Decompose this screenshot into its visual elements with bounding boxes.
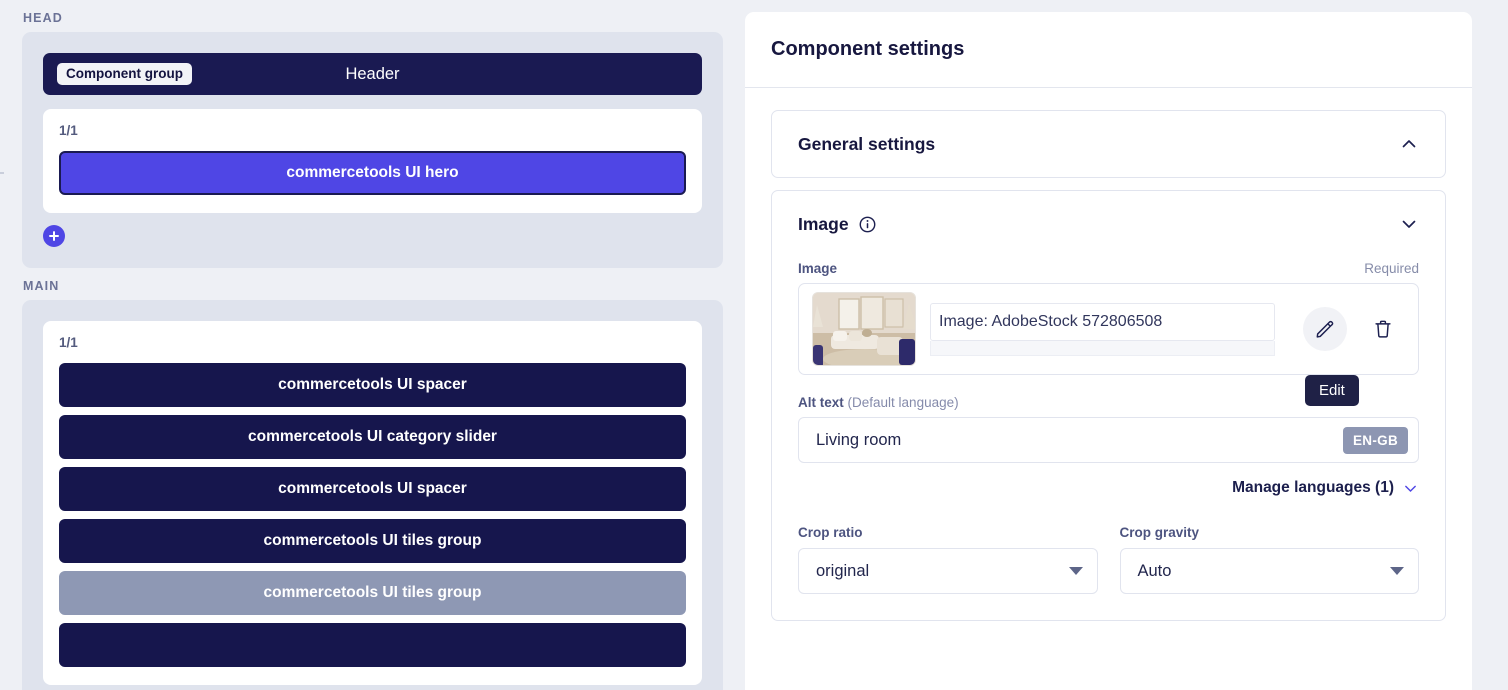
accordion-general-settings: General settings: [771, 110, 1446, 178]
pencil-icon: [1316, 320, 1334, 338]
panel-edge-marker: [0, 172, 4, 174]
image-field-label: Image: [798, 261, 838, 276]
panel-header: Component settings: [745, 12, 1472, 88]
component-item-spacer-2[interactable]: commercetools UI spacer: [59, 467, 686, 511]
crop-ratio-value: original: [816, 561, 870, 580]
crop-gravity-label: Crop gravity: [1119, 525, 1200, 540]
asset-name-input[interactable]: Image: AdobeStock 572806508: [930, 302, 1275, 341]
asset-name-wrap: Image: AdobeStock 572806508: [930, 302, 1289, 356]
component-group-chip: Component group: [57, 62, 192, 86]
info-icon[interactable]: [858, 215, 877, 234]
panel-inner: Component settings General settings: [745, 12, 1472, 690]
chevron-down-icon: [1390, 567, 1404, 575]
page-title: Component settings: [771, 38, 965, 60]
image-field-labels: Image Required: [798, 261, 1419, 276]
alt-text-label-strong: Alt text: [798, 395, 844, 410]
accordion-title-general-settings: General settings: [798, 133, 936, 154]
component-item-spacer-1[interactable]: commercetools UI spacer: [59, 363, 686, 407]
accordion-title-image: Image: [798, 214, 877, 235]
panel-body: General settings Image: [745, 88, 1472, 621]
slot-ratio-main: 1/1: [59, 335, 78, 350]
chevron-up-icon[interactable]: [1399, 134, 1419, 154]
alt-text-group: Alt text (Default language) Living room …: [798, 395, 1419, 497]
image-required-label: Required: [1364, 261, 1419, 276]
alt-text-input[interactable]: Living room EN-GB: [798, 417, 1419, 463]
asset-name-secondary-bar: [930, 340, 1275, 356]
slot-ratio-head: 1/1: [59, 123, 78, 138]
chevron-down-icon[interactable]: [1399, 214, 1419, 234]
chevron-down-icon: [1405, 485, 1416, 492]
zone-label-main: MAIN: [23, 279, 60, 293]
component-item-tiles-group-2[interactable]: commercetools UI tiles group: [59, 571, 686, 615]
edit-image-button[interactable]: [1303, 307, 1347, 351]
zone-main: 1/1 commercetools UI spacer commercetool…: [22, 300, 723, 690]
component-settings-panel: Component settings General settings: [745, 0, 1490, 690]
alt-text-value: Living room: [816, 430, 902, 449]
crop-ratio-label: Crop ratio: [798, 525, 863, 540]
alt-text-label-row: Alt text (Default language): [798, 395, 1419, 410]
living-room-photo: [813, 293, 915, 365]
crop-gravity-value: Auto: [1137, 561, 1172, 580]
component-item-partial[interactable]: [59, 623, 686, 667]
image-settings-body: Image Required: [772, 257, 1445, 620]
accordion-header-image[interactable]: Image: [772, 191, 1445, 257]
accordion-header-general-settings[interactable]: General settings: [772, 111, 1445, 177]
add-component-button[interactable]: [43, 225, 65, 247]
crop-gravity-select[interactable]: Auto: [1119, 548, 1419, 594]
image-asset-box: Image: AdobeStock 572806508: [798, 283, 1419, 406]
alt-text-label: Alt text (Default language): [798, 395, 959, 410]
edit-tooltip: Edit: [1305, 375, 1359, 406]
crop-gravity-group: Crop gravity Auto: [1119, 525, 1419, 594]
accordion-image: Image: [771, 190, 1446, 621]
zone-label-head: HEAD: [23, 11, 63, 25]
image-thumbnail[interactable]: [812, 292, 916, 366]
component-item-tiles-group-1[interactable]: commercetools UI tiles group: [59, 519, 686, 563]
manage-languages-toggle[interactable]: Manage languages (1): [798, 479, 1419, 497]
plus-icon: [49, 231, 59, 241]
component-item-category-slider[interactable]: commercetools UI category slider: [59, 415, 686, 459]
alt-text-label-soft: (Default language): [847, 395, 959, 410]
component-group-bar-header[interactable]: Component group Header: [43, 53, 702, 95]
trash-icon: [1375, 320, 1391, 338]
manage-languages-label: Manage languages (1): [1232, 479, 1394, 496]
zone-head: Component group Header 1/1 commercetools…: [22, 32, 723, 268]
slot-card-head: 1/1 commercetools UI hero: [43, 109, 702, 213]
accordion-title-image-text: Image: [798, 213, 849, 234]
crop-ratio-group: Crop ratio original: [798, 525, 1098, 594]
slot-card-main: 1/1 commercetools UI spacer commercetool…: [43, 321, 702, 685]
language-badge: EN-GB: [1343, 426, 1408, 454]
delete-image-button[interactable]: [1361, 307, 1405, 351]
crop-settings-row: Crop ratio original Crop gravity Auto: [798, 525, 1419, 594]
page-structure-canvas: HEAD Component group Header 1/1 commerce…: [0, 0, 745, 690]
chevron-down-icon: [1068, 567, 1083, 575]
component-item-hero[interactable]: commercetools UI hero: [59, 151, 686, 195]
crop-ratio-select[interactable]: original: [798, 548, 1098, 594]
